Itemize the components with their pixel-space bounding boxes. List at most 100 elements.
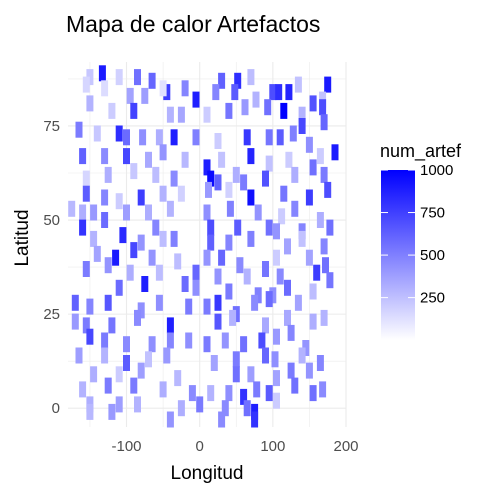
heat-tile [174, 370, 182, 387]
heat-tile [152, 219, 160, 236]
heat-tile [287, 362, 295, 379]
heat-tile [82, 261, 90, 277]
y-tick-label: 25 [43, 306, 60, 323]
heat-tile [280, 185, 288, 202]
heat-tile [196, 396, 204, 413]
heat-tile [254, 204, 262, 221]
heat-tile [320, 166, 328, 183]
heat-tile [145, 151, 152, 168]
heat-tile [79, 148, 87, 165]
heat-tile [101, 347, 109, 364]
heat-tile [159, 185, 167, 202]
heat-tile [112, 249, 120, 266]
color-legend: num_artef 250 500 750 1000 [380, 141, 462, 340]
heat-tile [75, 347, 83, 364]
heat-tile [115, 193, 123, 210]
heat-tile [104, 257, 112, 274]
heat-tile [101, 189, 109, 206]
heat-tile [166, 411, 174, 428]
heat-tile [280, 102, 288, 119]
heat-tile [251, 294, 259, 311]
heat-tile [130, 377, 138, 394]
y-tick-label: 75 [43, 118, 60, 135]
heat-tile [324, 181, 332, 198]
heat-tile [130, 102, 138, 119]
heat-tile [271, 351, 279, 368]
heat-tile [181, 151, 189, 168]
heat-tile [273, 328, 280, 345]
heat-tile [309, 95, 317, 112]
heat-tile [108, 102, 116, 119]
heat-tile [177, 400, 185, 417]
heat-tile [108, 317, 116, 334]
heat-tile [148, 249, 156, 266]
heat-tile [82, 317, 90, 334]
heat-tile [207, 385, 215, 402]
heat-tile [247, 189, 255, 206]
heat-tile [265, 129, 273, 146]
heat-tile [141, 87, 149, 104]
heat-tile [214, 294, 222, 311]
heat-tile [225, 181, 233, 198]
heat-tile [265, 385, 273, 402]
heat-tile [192, 279, 200, 296]
heat-tile [253, 381, 261, 398]
heat-tile [262, 317, 269, 334]
heat-tile [170, 170, 178, 187]
heat-tile [207, 219, 215, 236]
heat-tile [326, 219, 334, 236]
heat-tile [276, 268, 284, 285]
heat-tile [155, 294, 163, 311]
heat-tile [203, 159, 211, 176]
heat-tile [284, 279, 291, 296]
heat-tile [86, 403, 94, 420]
heat-tile [119, 227, 127, 244]
heat-tile [252, 91, 260, 108]
heat-tile [305, 362, 313, 379]
heat-tile [287, 324, 295, 341]
heat-tile [203, 204, 211, 221]
heat-tile [326, 272, 334, 289]
heat-tile [320, 238, 328, 255]
heat-tile [71, 313, 79, 330]
heat-tile [123, 355, 130, 371]
heat-tile [302, 340, 310, 356]
heat-tile [214, 268, 222, 285]
heat-tile [166, 317, 174, 334]
heat-tile [181, 80, 189, 97]
heat-tile [309, 313, 317, 330]
heat-tile [243, 268, 251, 285]
heat-tile [130, 163, 138, 180]
heat-tile [309, 385, 317, 402]
heat-tile [247, 69, 255, 86]
heat-tile [159, 381, 167, 398]
heat-tile [218, 249, 226, 266]
heat-tile [159, 144, 167, 161]
heat-tile [210, 355, 218, 371]
heat-tile [207, 170, 215, 187]
heat-tile [185, 332, 193, 349]
heat-tile [123, 336, 130, 353]
heat-tile [285, 151, 293, 168]
heat-tile [203, 106, 211, 123]
heat-tile [130, 242, 138, 259]
heat-tile [79, 219, 87, 236]
heat-tile [234, 72, 242, 89]
heat-tile [273, 223, 280, 240]
heat-tile [240, 336, 248, 353]
heat-tile [232, 366, 240, 383]
heat-tile [90, 230, 98, 247]
heat-tile [79, 381, 87, 398]
heat-tile [205, 181, 212, 198]
heat-tile [247, 230, 255, 247]
heat-tile [236, 257, 244, 274]
heat-tile [298, 118, 306, 134]
heat-tile [232, 306, 240, 323]
heat-tile [273, 370, 280, 387]
heat-tile [294, 76, 302, 93]
heat-tile [324, 76, 332, 93]
heat-tile [269, 287, 277, 304]
x-tick-label: -100 [112, 438, 142, 455]
data-tiles [68, 65, 339, 428]
heat-tile [137, 234, 145, 251]
